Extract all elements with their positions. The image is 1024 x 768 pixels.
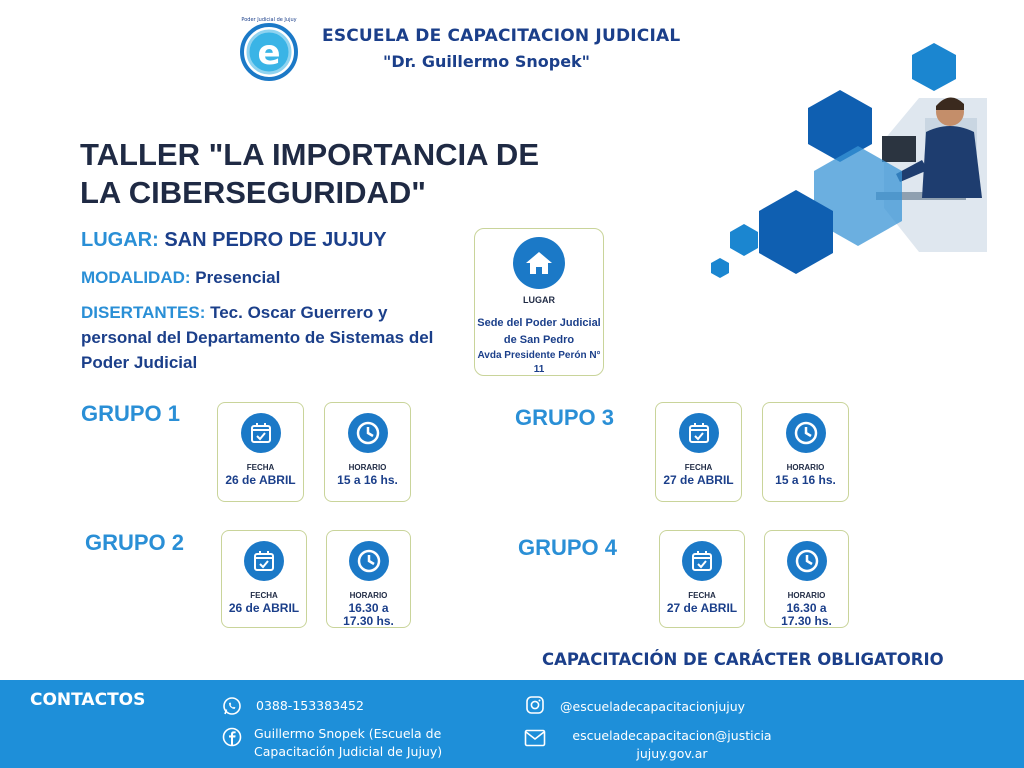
school-subtitle: "Dr. Guillermo Snopek"	[383, 52, 591, 71]
clock-icon	[347, 413, 388, 453]
contacts-footer: CONTACTOS 0388-153383452 Guillermo Snope…	[0, 680, 1024, 768]
school-logo: Poder Judicial de Jujuy e	[240, 17, 298, 81]
contacts-title: CONTACTOS	[30, 690, 146, 710]
phone-number[interactable]: 0388-153383452	[256, 698, 364, 713]
group-1-fecha-card: FECHA 26 de ABRIL	[217, 402, 304, 502]
disertantes-label: DISERTANTES:	[81, 303, 206, 322]
obligatorio-notice: CAPACITACIÓN DE CARÁCTER OBLIGATORIO	[542, 650, 944, 669]
fecha-caption: FECHA	[684, 463, 713, 472]
fecha-value: 26 de ABRIL	[225, 473, 296, 487]
horario-value: 16.30 a 17.30 hs.	[343, 601, 394, 628]
fecha-value: 26 de ABRIL	[228, 601, 300, 615]
group-4-horario-card: HORARIO 16.30 a 17.30 hs.	[764, 530, 849, 628]
group-1-horario-card: HORARIO 15 a 16 hs.	[324, 402, 411, 502]
lugar-card-sede: Sede del Poder Judicial de San Pedro	[477, 317, 601, 346]
disertantes-row: DISERTANTES: Tec. Oscar Guerrero y perso…	[81, 300, 441, 375]
horario-caption: HORARIO	[786, 463, 825, 472]
modalidad-value: Presencial	[195, 268, 281, 287]
group-1-label: GRUPO 1	[81, 401, 181, 426]
lugar-label: LUGAR:	[81, 229, 159, 251]
logo-text: Poder Judicial de Jujuy	[241, 17, 296, 23]
fecha-value: 27 de ABRIL	[663, 473, 734, 487]
group-2-label: GRUPO 2	[85, 530, 185, 555]
lugar-card-address: Avda Presidente Perón N° 11	[477, 350, 601, 375]
logo-e-icon: e	[257, 33, 280, 73]
horario-value: 15 a 16 hs.	[337, 473, 398, 487]
clock-icon	[785, 413, 826, 453]
school-name: ESCUELA DE CAPACITACION JUDICIAL	[322, 26, 681, 46]
calendar-check-icon	[244, 541, 284, 581]
calendar-check-icon	[682, 541, 722, 581]
group-3-label: GRUPO 3	[515, 405, 615, 430]
instagram-handle[interactable]: @escueladecapacitacionjujuy	[560, 699, 746, 714]
clock-icon	[786, 541, 827, 581]
modalidad-row: MODALIDAD: Presencial	[81, 268, 280, 288]
calendar-check-icon	[678, 413, 719, 453]
horario-caption: HORARIO	[349, 591, 388, 600]
instagram-icon	[526, 696, 544, 714]
fecha-caption: FECHA	[246, 463, 275, 472]
group-2-horario-card: HORARIO 16.30 a 17.30 hs.	[326, 530, 411, 628]
hexagon-decoration	[711, 43, 987, 278]
mail-icon	[524, 729, 546, 747]
fecha-caption: FECHA	[688, 591, 716, 600]
lugar-card-caption: LUGAR	[523, 295, 555, 305]
group-4-fecha-card: FECHA 27 de ABRIL	[659, 530, 745, 628]
whatsapp-icon	[223, 697, 241, 715]
facebook-page[interactable]: Guillermo Snopek (Escuela de Capacitació…	[254, 726, 443, 759]
fecha-value: 27 de ABRIL	[666, 601, 738, 615]
email-address[interactable]: escueladecapacitacion@justicia jujuy.gov…	[572, 728, 772, 761]
horario-value: 16.30 a 17.30 hs.	[781, 601, 832, 628]
lugar-row: LUGAR: SAN PEDRO DE JUJUY	[81, 229, 387, 252]
calendar-check-icon	[240, 413, 281, 453]
modalidad-label: MODALIDAD:	[81, 268, 191, 287]
group-2-fecha-card: FECHA 26 de ABRIL	[221, 530, 307, 628]
house-icon	[513, 237, 565, 289]
disertantes-value: Tec. Oscar Guerrero y personal del Depar…	[81, 303, 434, 372]
group-3-fecha-card: FECHA 27 de ABRIL	[655, 402, 742, 502]
lugar-card: LUGAR Sede del Poder Judicial de San Ped…	[474, 228, 604, 376]
workshop-title: TALLER "LA IMPORTANCIA DE LA CIBERSEGURI…	[80, 137, 539, 210]
horario-caption: HORARIO	[787, 591, 826, 600]
facebook-icon	[222, 727, 242, 747]
horario-value: 15 a 16 hs.	[775, 473, 836, 487]
lugar-value: SAN PEDRO DE JUJUY	[164, 229, 387, 251]
horario-caption: HORARIO	[348, 463, 387, 472]
group-4-label: GRUPO 4	[518, 535, 618, 560]
fecha-caption: FECHA	[250, 591, 278, 600]
group-3-horario-card: HORARIO 15 a 16 hs.	[762, 402, 849, 502]
clock-icon	[348, 541, 389, 581]
